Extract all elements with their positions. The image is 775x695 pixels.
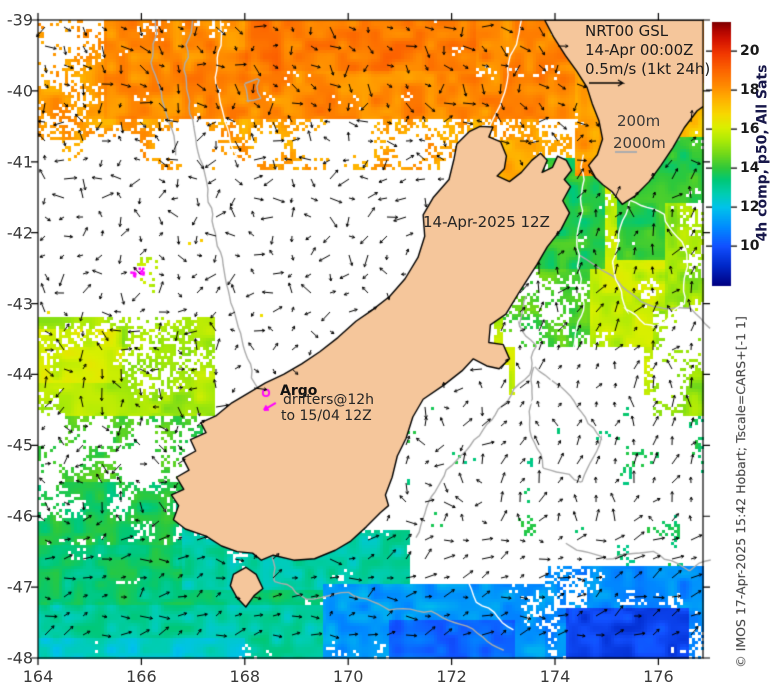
- drifters-label-line2: to 15/04 12Z: [281, 408, 372, 424]
- contour-legend-2000m: 2000m: [613, 134, 666, 152]
- info-line-datetime: 14-Apr 00:00Z: [585, 40, 694, 59]
- copyright-label: © IMOS 17-Apr-2025 15:42 Hobart; Tscale=…: [733, 316, 749, 668]
- x-tick-label: 164: [22, 667, 54, 686]
- x-tick-label: 176: [643, 667, 674, 686]
- colorbar-label: 4h comp, p50, All Sats: [754, 64, 771, 242]
- colorbar-tick-label: 14: [740, 160, 760, 177]
- argo-label: Argo: [280, 383, 318, 399]
- y-tick-label: -46: [6, 506, 33, 526]
- info-line-vector-scale: 0.5m/s (1kt 24h): [585, 59, 711, 78]
- map-date-annotation: 14-Apr-2025 12Z: [423, 213, 550, 231]
- colorbar-tick-label: 18: [740, 82, 760, 99]
- y-tick-label: -40: [6, 81, 33, 101]
- x-tick-label: 168: [229, 667, 261, 686]
- x-tick-label: 166: [126, 667, 157, 686]
- y-tick-label: -44: [6, 364, 33, 384]
- y-tick-label: -45: [6, 435, 33, 455]
- y-tick-label: -42: [6, 223, 33, 243]
- y-tick-label: -47: [6, 577, 33, 597]
- y-tick-label: -39: [6, 10, 33, 30]
- y-tick-label: -41: [6, 152, 33, 172]
- contour-legend-200m: 200m: [617, 112, 661, 130]
- x-tick-label: 174: [539, 667, 571, 686]
- colorbar-tick-label: 20: [740, 43, 760, 60]
- info-line-model: NRT00 GSL: [585, 22, 669, 40]
- colorbar-tick-label: 10: [740, 238, 760, 255]
- y-tick-label: -43: [6, 294, 33, 314]
- x-tick-label: 172: [436, 667, 467, 686]
- colorbar-tick-label: 12: [740, 199, 760, 216]
- colorbar-tick-label: 16: [740, 121, 760, 138]
- drifters-label-line1: drifters@12h: [283, 392, 375, 408]
- x-tick-label: 170: [332, 667, 364, 686]
- y-tick-label: -48: [6, 648, 33, 668]
- run-info-block: NRT00 GSL 14-Apr 00:00Z 0.5m/s (1kt 24h): [585, 22, 710, 78]
